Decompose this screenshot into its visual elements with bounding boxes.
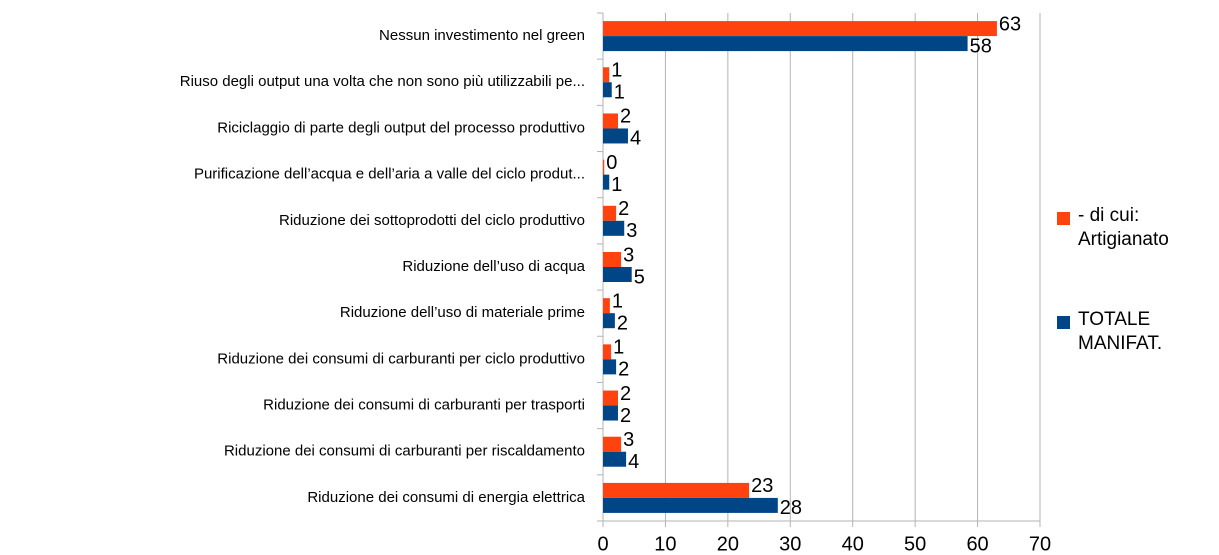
- bar: [603, 205, 617, 221]
- data-label: 2: [618, 359, 629, 381]
- x-tick-label: 40: [842, 533, 864, 555]
- bar: [603, 313, 615, 329]
- y-tick-label: Purificazione dell’acqua e dell’aria a v…: [194, 166, 585, 183]
- legend-label: TOTALE MANIFAT.: [1078, 309, 1163, 354]
- y-tick-label: Riduzione dell’uso di acqua: [402, 258, 585, 275]
- y-tick-label: Riduzione dei consumi di carburanti per …: [217, 350, 585, 367]
- bar: [603, 36, 968, 52]
- data-label: 2: [620, 106, 631, 128]
- bar: [603, 252, 622, 267]
- y-tick-label: Riciclaggio di parte degli output del pr…: [217, 119, 585, 136]
- bar: [603, 482, 750, 498]
- data-label: 1: [613, 337, 624, 359]
- y-tick-label: Riduzione dei consumi di energia elettri…: [307, 489, 585, 506]
- data-label: 3: [626, 220, 637, 242]
- data-label: 63: [999, 13, 1021, 35]
- x-tick-label: 60: [966, 533, 988, 555]
- bar: [603, 405, 618, 421]
- data-label: 2: [620, 383, 631, 405]
- bar: [603, 113, 618, 129]
- data-label: 2: [620, 405, 631, 427]
- data-label: 58: [970, 35, 992, 57]
- bar: [603, 344, 612, 360]
- bar: [603, 451, 627, 467]
- data-label: 1: [611, 60, 622, 82]
- bar: [603, 267, 632, 282]
- legend-swatch: [1057, 316, 1070, 329]
- data-label: 28: [780, 497, 802, 519]
- data-label: 1: [612, 290, 623, 312]
- bar: [603, 82, 612, 98]
- bar: [603, 298, 610, 314]
- bar: [603, 159, 605, 175]
- bar: [603, 128, 628, 144]
- x-tick-label: 70: [1029, 533, 1051, 555]
- x-tick-label: 10: [654, 533, 676, 555]
- bar: [603, 174, 610, 190]
- bar: [603, 359, 617, 375]
- y-tick-label: Riduzione dell’uso di materiale prime: [340, 304, 585, 321]
- data-label: 23: [751, 475, 773, 497]
- y-tick-label: Riduzione dei consumi di carburanti per …: [224, 443, 585, 460]
- data-label: 2: [618, 198, 629, 220]
- y-tick-label: Nessun investimento nel green: [379, 27, 585, 44]
- legend-entry: - di cui: Artigianato: [1078, 205, 1169, 250]
- bar: [603, 390, 618, 406]
- data-label: 1: [611, 174, 622, 196]
- x-tick-label: 30: [779, 533, 801, 555]
- data-label: 4: [630, 128, 641, 150]
- x-tick-label: 50: [904, 533, 926, 555]
- x-tick-label: 20: [717, 533, 739, 555]
- y-tick-label: Riduzione dei sottoprodotti del ciclo pr…: [279, 212, 585, 229]
- legend-entry: TOTALE MANIFAT.: [1078, 309, 1163, 354]
- x-tick-label: 0: [597, 533, 608, 555]
- bar: [603, 220, 625, 236]
- legend-label: - di cui: Artigianato: [1078, 205, 1169, 250]
- y-tick-label: Riuso degli output una volta che non son…: [180, 73, 585, 90]
- data-label: 3: [623, 244, 634, 266]
- data-label: 3: [623, 429, 634, 451]
- data-label: 4: [628, 451, 639, 473]
- y-tick-label: Riduzione dei consumi di carburanti per …: [263, 397, 585, 414]
- data-label: 5: [634, 266, 645, 288]
- data-label: 1: [614, 82, 625, 104]
- data-label: 0: [606, 152, 617, 174]
- bar: [603, 497, 778, 513]
- legend-swatch: [1057, 212, 1070, 225]
- data-label: 2: [617, 312, 628, 334]
- bar: [603, 21, 997, 37]
- bar: [603, 67, 610, 83]
- bar: [603, 436, 622, 452]
